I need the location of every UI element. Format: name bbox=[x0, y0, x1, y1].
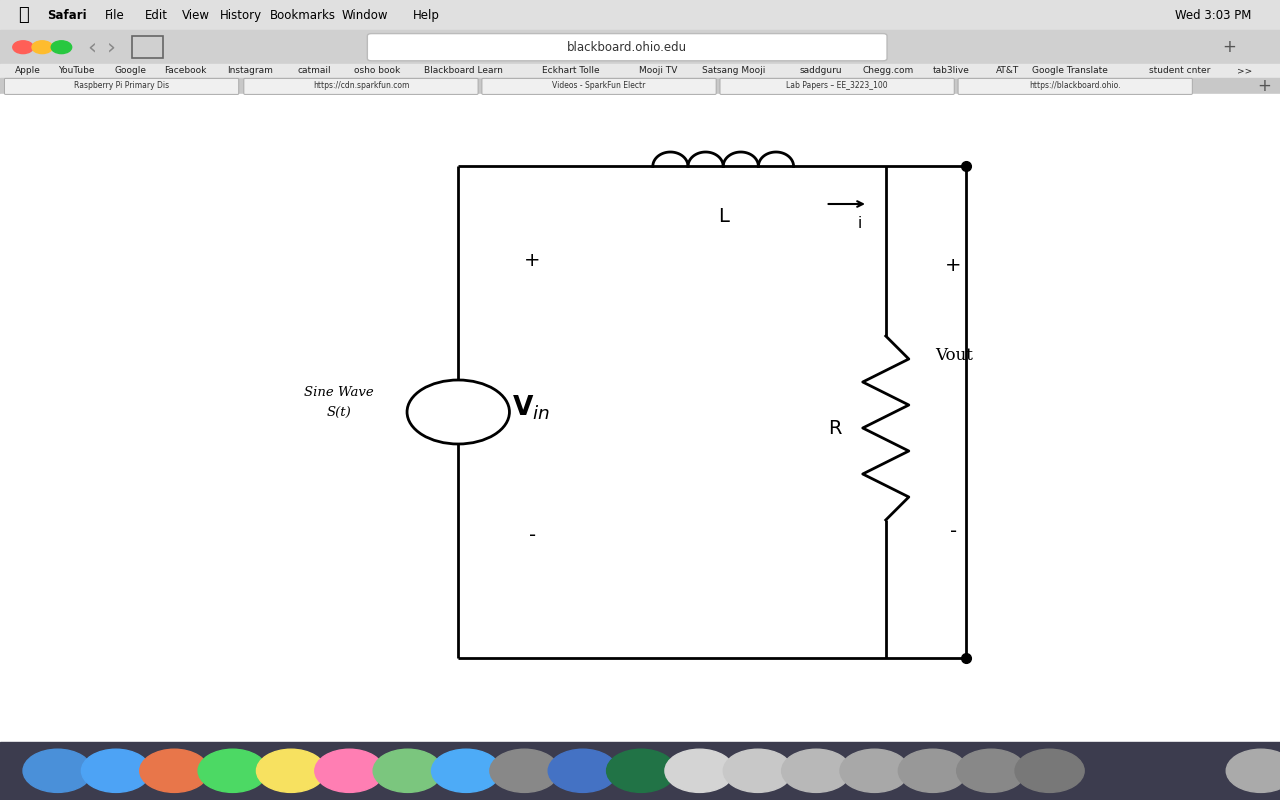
Text: +: + bbox=[525, 250, 540, 270]
Circle shape bbox=[82, 749, 151, 792]
Text: Window: Window bbox=[342, 9, 388, 22]
Text: View: View bbox=[182, 9, 210, 22]
Text: Blackboard Learn: Blackboard Learn bbox=[424, 66, 503, 75]
Text: Instagram: Instagram bbox=[228, 66, 274, 75]
Circle shape bbox=[256, 749, 325, 792]
Circle shape bbox=[490, 749, 559, 792]
Bar bbox=[0, 94, 1280, 742]
Text: https://cdn.sparkfun.com: https://cdn.sparkfun.com bbox=[312, 82, 410, 90]
Text: student cnter: student cnter bbox=[1149, 66, 1211, 75]
Circle shape bbox=[32, 41, 52, 54]
Text: ‹: ‹ bbox=[87, 37, 97, 57]
Text: >>: >> bbox=[1236, 66, 1252, 75]
Circle shape bbox=[607, 749, 676, 792]
Circle shape bbox=[899, 749, 968, 792]
Circle shape bbox=[664, 749, 733, 792]
Text: Chegg.com: Chegg.com bbox=[863, 66, 914, 75]
Bar bbox=[0, 78, 1280, 94]
Text: Google Translate: Google Translate bbox=[1032, 66, 1107, 75]
Text: Edit: Edit bbox=[145, 9, 168, 22]
Text: L: L bbox=[718, 206, 728, 226]
Text: Apple: Apple bbox=[15, 66, 41, 75]
Circle shape bbox=[13, 41, 33, 54]
Text: Help: Help bbox=[413, 9, 439, 22]
FancyBboxPatch shape bbox=[367, 34, 887, 61]
Text: YouTube: YouTube bbox=[59, 66, 95, 75]
Text: osho book: osho book bbox=[355, 66, 401, 75]
Circle shape bbox=[723, 749, 792, 792]
Circle shape bbox=[51, 41, 72, 54]
Text: https://blackboard.ohio.: https://blackboard.ohio. bbox=[1029, 82, 1121, 90]
Text: S(t): S(t) bbox=[326, 406, 352, 418]
Bar bbox=[0, 742, 1280, 800]
Bar bbox=[0, 0, 1280, 30]
Circle shape bbox=[956, 749, 1025, 792]
Text: Lab Papers – EE_3223_100: Lab Papers – EE_3223_100 bbox=[786, 82, 888, 90]
Text: File: File bbox=[105, 9, 125, 22]
Text: Eckhart Tolle: Eckhart Tolle bbox=[541, 66, 599, 75]
Circle shape bbox=[315, 749, 384, 792]
FancyBboxPatch shape bbox=[483, 78, 717, 94]
Text: Satsang Mooji: Satsang Mooji bbox=[701, 66, 765, 75]
Text: Facebook: Facebook bbox=[164, 66, 207, 75]
Text: catmail: catmail bbox=[298, 66, 332, 75]
Bar bbox=[0, 30, 1280, 64]
Circle shape bbox=[198, 749, 268, 792]
Circle shape bbox=[1226, 749, 1280, 792]
Bar bbox=[0, 64, 1280, 78]
Circle shape bbox=[23, 749, 92, 792]
Text: History: History bbox=[220, 9, 261, 22]
FancyBboxPatch shape bbox=[957, 78, 1193, 94]
Text: Sine Wave: Sine Wave bbox=[305, 386, 374, 398]
Text: saddguru: saddguru bbox=[799, 66, 842, 75]
Text: :  bbox=[18, 6, 28, 24]
FancyBboxPatch shape bbox=[719, 78, 955, 94]
Text: R: R bbox=[828, 418, 841, 438]
Text: $\mathbf{V}_{in}$: $\mathbf{V}_{in}$ bbox=[512, 394, 550, 422]
Circle shape bbox=[840, 749, 909, 792]
Text: Videos - SparkFun Electr: Videos - SparkFun Electr bbox=[553, 82, 645, 90]
Text: Bookmarks: Bookmarks bbox=[270, 9, 337, 22]
Circle shape bbox=[374, 749, 443, 792]
Text: Wed 3:03 PM: Wed 3:03 PM bbox=[1175, 9, 1252, 22]
Text: i: i bbox=[858, 217, 863, 231]
FancyBboxPatch shape bbox=[243, 78, 477, 94]
Bar bbox=[132, 36, 163, 58]
FancyBboxPatch shape bbox=[5, 78, 238, 94]
Circle shape bbox=[1015, 749, 1084, 792]
Text: ›: › bbox=[106, 37, 116, 57]
Text: +: + bbox=[1222, 38, 1235, 56]
Text: -: - bbox=[950, 522, 957, 542]
Circle shape bbox=[431, 749, 500, 792]
Text: Raspberry Pi Primary Dis: Raspberry Pi Primary Dis bbox=[74, 82, 169, 90]
Circle shape bbox=[140, 749, 209, 792]
Text: +: + bbox=[1258, 77, 1271, 95]
Text: Mooji TV: Mooji TV bbox=[639, 66, 677, 75]
Text: blackboard.ohio.edu: blackboard.ohio.edu bbox=[567, 41, 687, 54]
Circle shape bbox=[782, 749, 851, 792]
Text: Google: Google bbox=[115, 66, 147, 75]
Text: Safari: Safari bbox=[47, 9, 86, 22]
Text: tab3live: tab3live bbox=[932, 66, 969, 75]
Text: +: + bbox=[946, 256, 961, 275]
Text: -: - bbox=[529, 526, 536, 546]
Text: AT&T: AT&T bbox=[996, 66, 1019, 75]
Text: Vout: Vout bbox=[934, 347, 973, 365]
Circle shape bbox=[548, 749, 617, 792]
